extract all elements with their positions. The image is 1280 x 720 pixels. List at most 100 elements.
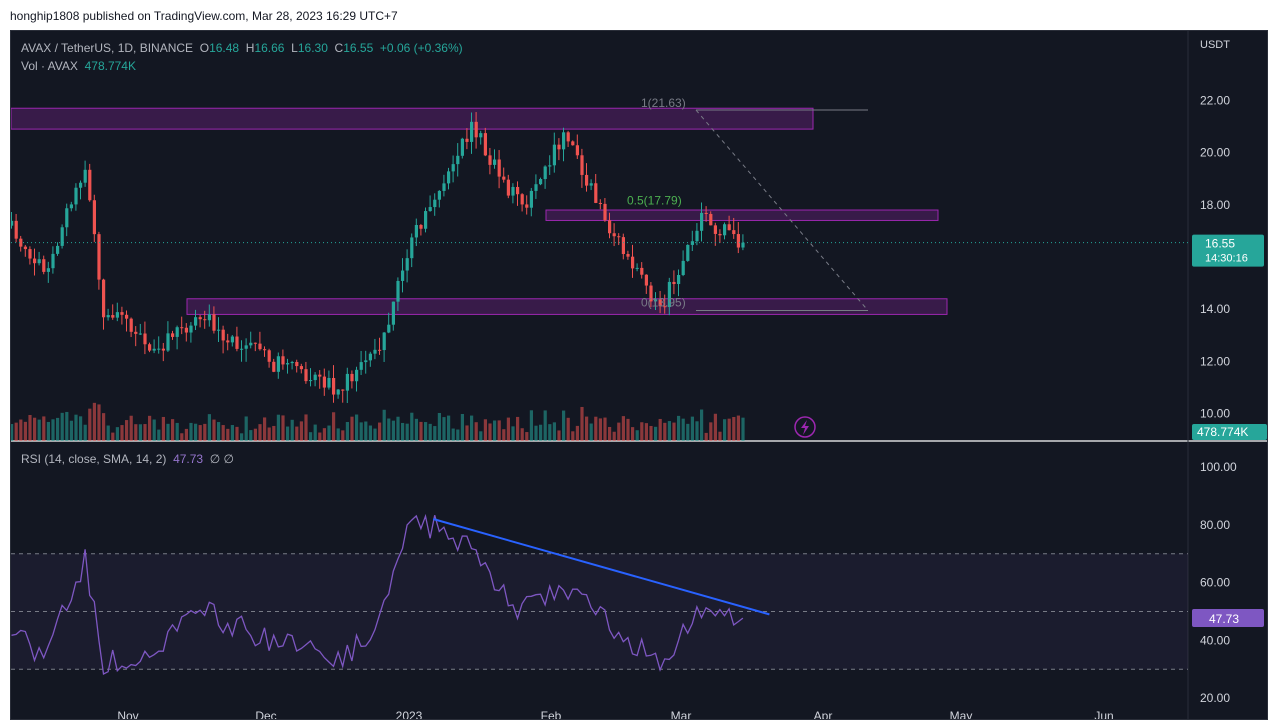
volume-bar	[603, 417, 607, 441]
candle-body	[11, 220, 14, 226]
volume-label: Vol · AVAX	[21, 59, 78, 73]
time-tick-label: Nov	[117, 709, 138, 720]
candle-body	[88, 169, 92, 201]
volume-bar	[451, 428, 455, 441]
candle-body	[157, 348, 161, 350]
candle-body	[345, 373, 349, 391]
volume-bar	[658, 418, 662, 441]
volume-bar	[37, 419, 41, 441]
candle-body	[152, 348, 156, 351]
volume-bar	[433, 426, 437, 441]
volume-bar	[460, 413, 464, 441]
volume-bar	[419, 421, 423, 441]
candle-body	[120, 312, 124, 315]
candle-body	[640, 267, 644, 275]
candle-body	[442, 183, 446, 191]
volume-bar	[115, 427, 119, 441]
volume-bar	[79, 416, 83, 441]
candle-body	[263, 349, 267, 351]
candle-body	[621, 237, 625, 255]
candle-body	[686, 244, 690, 261]
candle-body	[327, 377, 331, 388]
volume-bar	[235, 426, 239, 441]
volume-bar	[336, 428, 340, 441]
volume-bar	[129, 415, 133, 441]
high-label: H	[245, 41, 255, 55]
symbol-legend[interactable]: AVAX / TetherUS, 1D, BINANCE O16.48 H16.…	[21, 41, 463, 55]
volume-bar	[483, 419, 487, 441]
volume-bar	[594, 416, 598, 441]
candles	[11, 112, 745, 404]
volume-bar	[723, 419, 727, 441]
volume-badge	[1192, 424, 1267, 440]
volume-bar	[529, 410, 533, 441]
candle-body	[433, 199, 437, 208]
candle-body	[74, 187, 78, 205]
candle-body	[562, 132, 566, 150]
volume-bar	[11, 424, 14, 441]
candle-body	[97, 234, 101, 280]
volume-legend[interactable]: Vol · AVAX 478.774K	[21, 59, 136, 73]
volume-bar	[226, 428, 230, 441]
volume-bar	[718, 431, 722, 441]
candle-body	[502, 176, 506, 180]
time-tick-label: Mar	[671, 709, 692, 720]
rsi-line	[11, 513, 744, 675]
candle-body	[447, 171, 451, 184]
candle-body	[286, 363, 290, 365]
candle-body	[42, 259, 46, 272]
volume-bar	[152, 419, 156, 441]
candle-body	[396, 280, 400, 302]
volume-bar	[474, 422, 478, 441]
candle-body	[483, 133, 487, 156]
volume-bar	[626, 418, 630, 441]
volume-bar	[281, 415, 285, 441]
rsi-legend[interactable]: RSI (14, close, SMA, 14, 2) 47.73 ∅ ∅	[21, 452, 234, 466]
candle-body	[272, 361, 276, 372]
candle-body	[506, 179, 510, 196]
candle-body	[598, 202, 602, 204]
candle-body	[654, 299, 658, 302]
candle-body	[608, 220, 612, 234]
volume-bar	[263, 417, 267, 441]
fib-label-05: 0.5(17.79)	[627, 193, 682, 207]
rsi-tick-label: 20.00	[1200, 691, 1230, 705]
rsi-badge	[1192, 609, 1264, 628]
candle-body	[617, 236, 621, 238]
rsi-tick-label: 100.00	[1200, 460, 1237, 474]
volume-bar	[221, 425, 225, 441]
candle-body	[414, 225, 418, 238]
volume-bar	[249, 430, 253, 441]
candle-body	[240, 348, 244, 350]
candle-body	[125, 314, 129, 319]
close-value: 16.55	[343, 41, 374, 55]
candle-body	[681, 260, 685, 275]
candle-body	[111, 315, 115, 318]
candle-body	[203, 319, 207, 321]
time-tick-label: Apr	[814, 709, 833, 720]
candle-body	[594, 183, 598, 203]
candle-body	[313, 374, 317, 381]
volume-bar	[134, 424, 138, 441]
volume-bar	[672, 422, 676, 441]
chart-frame[interactable]: 1(21.63) 0.5(17.79) 0(13.95) 100.00 80.00 60…	[10, 30, 1268, 720]
candle-body	[341, 389, 345, 391]
candle-body	[19, 238, 23, 247]
candle-body	[419, 225, 423, 229]
change-value: +0.06 (+0.36%)	[379, 41, 463, 55]
candle-body	[548, 165, 552, 167]
candle-body	[410, 237, 414, 259]
price-tick-label: 14.00	[1200, 302, 1230, 316]
candle-body	[364, 360, 368, 363]
chart-canvas[interactable]: 1(21.63) 0.5(17.79) 0(13.95) 100.00 80.00 60…	[11, 31, 1268, 720]
candle-body	[336, 389, 340, 395]
volume-bar	[14, 422, 18, 441]
candle-body	[189, 325, 193, 333]
volume-bar	[42, 416, 46, 441]
rsi-extra: ∅ ∅	[209, 452, 235, 466]
candle-body	[295, 361, 299, 367]
candle-body	[171, 333, 175, 337]
volume-bar	[318, 432, 322, 441]
volume-bar	[355, 414, 359, 441]
time-tick-label: 2023	[396, 709, 423, 720]
